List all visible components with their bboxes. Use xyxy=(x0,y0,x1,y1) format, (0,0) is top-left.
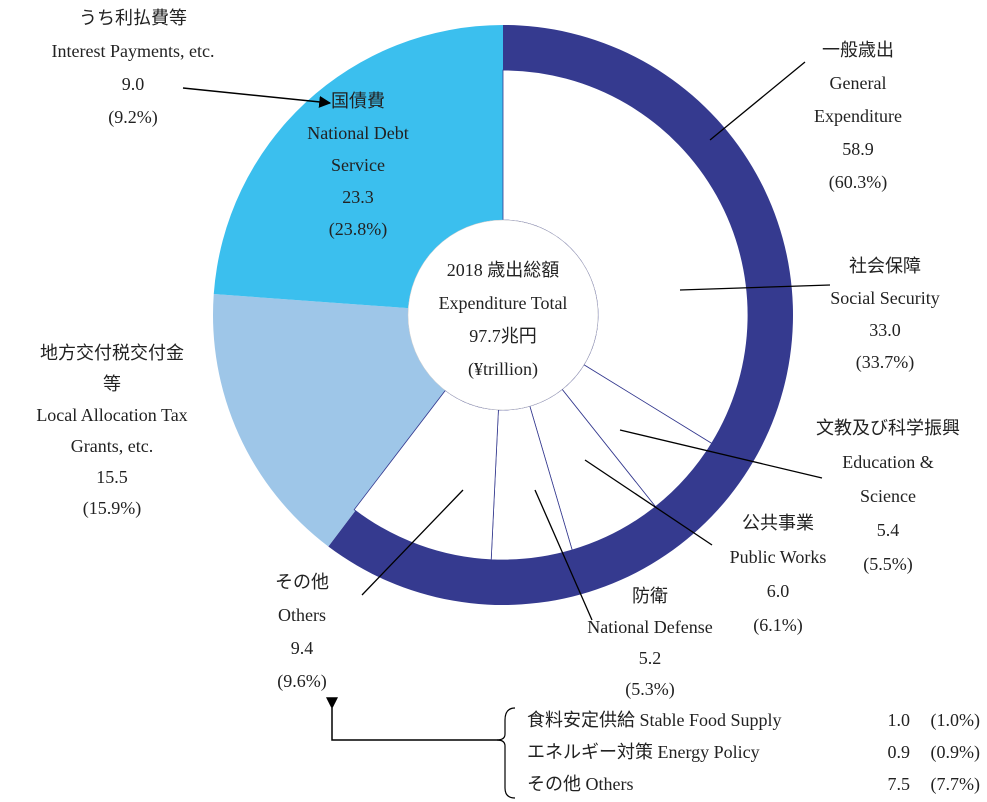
data-label: General xyxy=(830,73,887,93)
breakdown-percent: (1.0%) xyxy=(931,710,980,731)
data-label: (23.8%) xyxy=(329,219,387,240)
data-label: Expenditure xyxy=(814,106,902,126)
data-label: 9.0 xyxy=(122,74,145,94)
leader-line xyxy=(679,284,831,291)
data-label: (33.7%) xyxy=(856,352,914,373)
data-label: Interest Payments, etc. xyxy=(52,41,215,61)
segment xyxy=(213,25,503,309)
breakdown-percent: (7.7%) xyxy=(931,774,980,795)
data-label: Social Security xyxy=(830,288,939,308)
data-label: 文教及び科学振興 xyxy=(816,418,960,438)
data-label: その他 xyxy=(275,572,329,592)
breakdown-value: 0.9 xyxy=(888,742,911,762)
data-label: (5.5%) xyxy=(863,554,912,575)
center-text: (¥trillion) xyxy=(468,359,538,380)
data-label: National Defense xyxy=(587,617,712,637)
breakdown-name: その他 Others xyxy=(527,774,634,794)
data-label: 国債費 xyxy=(331,91,385,111)
center-hole xyxy=(407,219,599,411)
data-label: Education & xyxy=(842,452,933,472)
data-label: National Debt xyxy=(307,123,408,143)
donut xyxy=(213,25,793,605)
data-label: (60.3%) xyxy=(829,172,887,193)
data-label: 地方交付税交付金 xyxy=(40,343,184,363)
leader-line xyxy=(619,429,823,479)
data-label: 5.4 xyxy=(877,520,900,540)
breakdown-name: エネルギー対策 Energy Policy xyxy=(527,742,760,762)
leader-line xyxy=(709,61,806,141)
data-label: 15.5 xyxy=(96,467,128,487)
segment xyxy=(213,294,446,547)
data-label: Public Works xyxy=(730,547,827,567)
data-label: Grants, etc. xyxy=(71,436,153,456)
breakdown-percent: (0.9%) xyxy=(931,742,980,763)
breakdown-name: 食料安定供給 Stable Food Supply xyxy=(527,710,782,730)
center-text: Expenditure Total xyxy=(439,293,568,313)
center-text: 97.7兆円 xyxy=(469,326,537,346)
data-label: 6.0 xyxy=(767,581,790,601)
data-label: 58.9 xyxy=(842,139,874,159)
leader-line xyxy=(534,489,593,621)
data-label: 等 xyxy=(103,374,121,394)
breakdown-value: 1.0 xyxy=(888,710,911,730)
labels: 2018 歳出総額 Expenditure Total 97.7兆円 (¥trilli… xyxy=(36,8,980,795)
data-label: Others xyxy=(278,605,326,625)
data-label: 23.3 xyxy=(342,187,374,207)
data-label: (6.1%) xyxy=(753,615,802,636)
leader-line xyxy=(584,459,713,546)
data-label: Science xyxy=(860,486,916,506)
data-label: (5.3%) xyxy=(625,679,674,700)
data-label: (9.2%) xyxy=(108,107,157,128)
interest-arrow xyxy=(182,87,332,108)
data-label: 公共事業 xyxy=(742,513,814,533)
brace xyxy=(496,707,516,799)
data-label: 9.4 xyxy=(291,638,314,658)
breakdown-arrow xyxy=(326,697,500,741)
data-label: 社会保障 xyxy=(849,256,921,276)
data-label: (15.9%) xyxy=(83,498,141,519)
center-text: 2018 歳出総額 xyxy=(447,260,560,280)
data-label: 一般歳出 xyxy=(822,40,894,60)
data-label: Local Allocation Tax xyxy=(36,405,187,425)
data-label: 5.2 xyxy=(639,648,662,668)
data-label: うち利払費等 xyxy=(79,8,187,28)
data-label: 33.0 xyxy=(869,320,901,340)
data-label: (9.6%) xyxy=(277,671,326,692)
data-label: 防衛 xyxy=(632,586,668,606)
data-label: Service xyxy=(331,155,385,175)
leader-line xyxy=(361,489,464,596)
breakdown-value: 7.5 xyxy=(888,774,911,794)
